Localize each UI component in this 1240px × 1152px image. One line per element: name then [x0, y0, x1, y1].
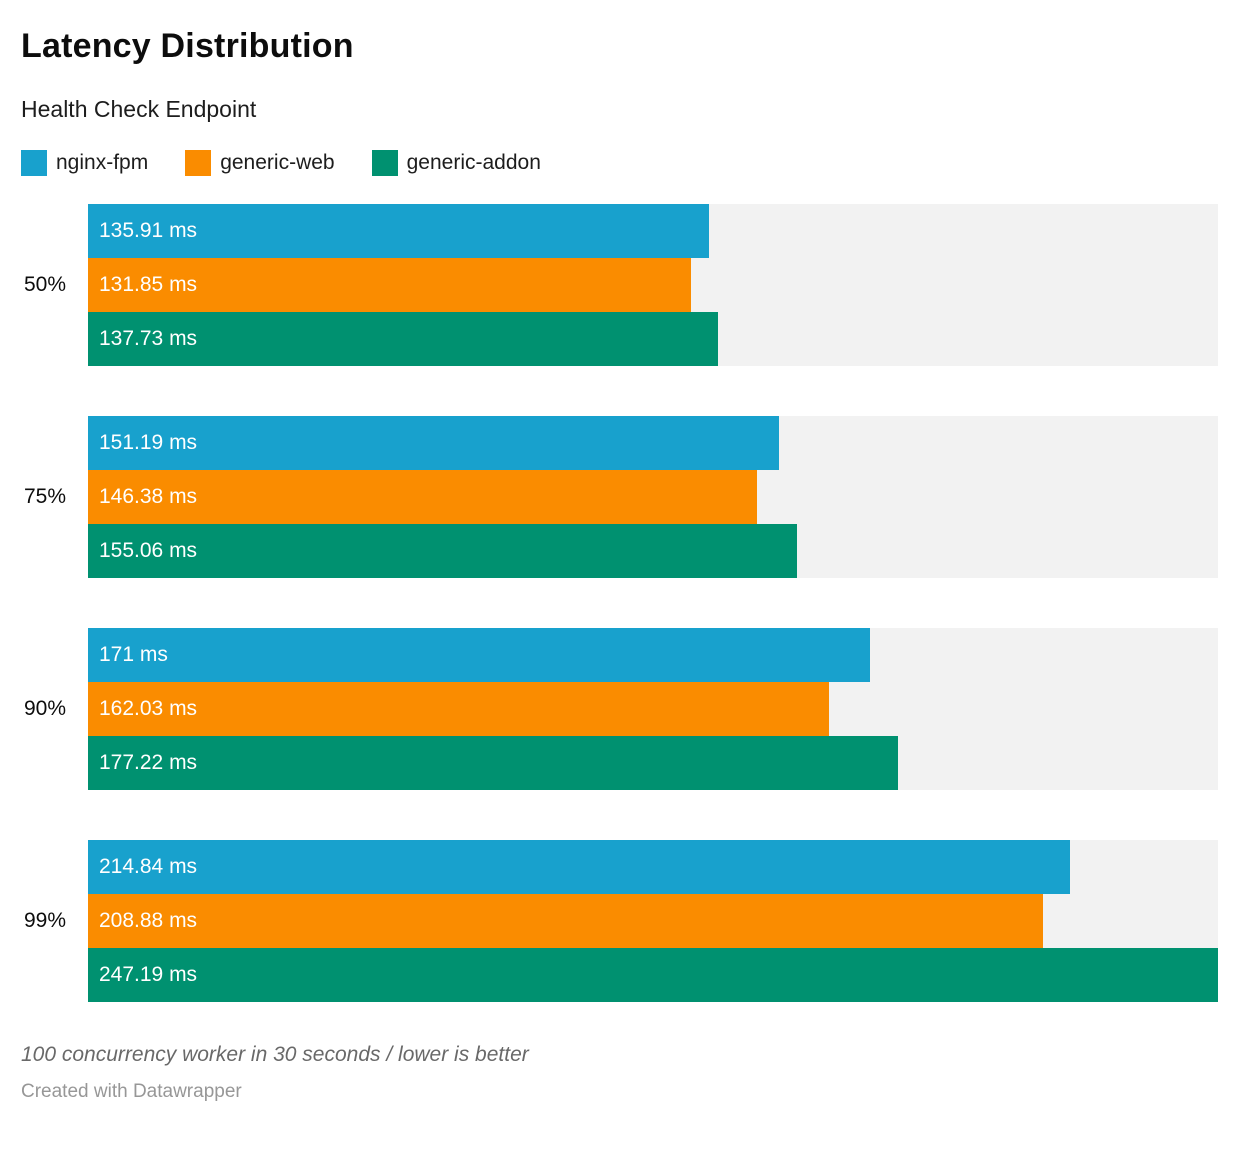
bar-row: 146.38 ms	[88, 470, 1218, 524]
legend-swatch-icon	[21, 150, 47, 176]
category-label: 99%	[23, 909, 66, 932]
bar-row: 131.85 ms	[88, 258, 1218, 312]
page-title: Latency Distribution	[21, 27, 354, 65]
bar-group-99pct: 99% 214.84 ms 208.88 ms 247.19 ms	[0, 840, 1240, 1002]
legend-item-generic-addon: generic-addon	[371, 150, 541, 176]
legend-item-generic-web: generic-web	[185, 150, 335, 176]
bar-row: 155.06 ms	[88, 524, 1218, 578]
bar-99pct-generic-web: 208.88 ms	[88, 894, 1043, 948]
chart-subtitle: Health Check Endpoint	[21, 96, 257, 122]
value-label: 135.91 ms	[99, 219, 198, 242]
bar-90pct-generic-addon: 177.22 ms	[88, 736, 899, 790]
bar-90pct-nginx-fpm: 171 ms	[88, 628, 870, 682]
category-label: 75%	[23, 485, 66, 508]
value-label: 208.88 ms	[99, 909, 198, 932]
bar-99pct-generic-addon: 247.19 ms	[88, 948, 1218, 1002]
category-label: 90%	[23, 697, 66, 720]
datawrapper-byline: Created with Datawrapper	[21, 1081, 242, 1102]
bar-50pct-generic-web: 131.85 ms	[88, 258, 691, 312]
value-label: 247.19 ms	[99, 963, 198, 986]
value-label: 162.03 ms	[99, 697, 198, 720]
legend-label: generic-web	[220, 151, 335, 174]
bar-row: 137.73 ms	[88, 312, 1218, 366]
bar-group-75pct: 75% 151.19 ms 146.38 ms 155.06 ms	[0, 416, 1240, 578]
value-label: 137.73 ms	[99, 327, 198, 350]
bar-row: 171 ms	[88, 628, 1218, 682]
value-label: 151.19 ms	[99, 431, 198, 454]
value-label: 171 ms	[99, 643, 168, 666]
bar-99pct-nginx-fpm: 214.84 ms	[88, 840, 1071, 894]
bar-row: 214.84 ms	[88, 840, 1218, 894]
value-label: 214.84 ms	[99, 855, 198, 878]
bar-75pct-generic-web: 146.38 ms	[88, 470, 758, 524]
category-label: 50%	[23, 273, 66, 296]
bar-group-50pct: 50% 135.91 ms 131.85 ms 137.73 ms	[0, 204, 1240, 366]
value-label: 146.38 ms	[99, 485, 198, 508]
bar-track: 171 ms 162.03 ms 177.22 ms	[88, 628, 1218, 790]
legend-label: generic-addon	[406, 151, 541, 174]
bar-90pct-generic-web: 162.03 ms	[88, 682, 829, 736]
bar-50pct-nginx-fpm: 135.91 ms	[88, 204, 710, 258]
bar-row: 151.19 ms	[88, 416, 1218, 470]
bar-75pct-nginx-fpm: 151.19 ms	[88, 416, 780, 470]
bar-track: 135.91 ms 131.85 ms 137.73 ms	[88, 204, 1218, 366]
bar-track: 151.19 ms 146.38 ms 155.06 ms	[88, 416, 1218, 578]
bar-group-90pct: 90% 171 ms 162.03 ms 177.22 ms	[0, 628, 1240, 790]
bar-75pct-generic-addon: 155.06 ms	[88, 524, 797, 578]
chart-footnote: 100 concurrency worker in 30 seconds / l…	[21, 1043, 529, 1066]
bar-row: 135.91 ms	[88, 204, 1218, 258]
bar-row: 208.88 ms	[88, 894, 1218, 948]
legend-label: nginx-fpm	[56, 151, 149, 174]
bar-row: 247.19 ms	[88, 948, 1218, 1002]
chart-page: Latency Distribution Health Check Endpoi…	[0, 26, 1240, 1152]
value-label: 155.06 ms	[99, 539, 198, 562]
bar-50pct-generic-addon: 137.73 ms	[88, 312, 718, 366]
legend-swatch-icon	[371, 150, 398, 176]
bar-row: 177.22 ms	[88, 736, 1218, 790]
legend: nginx-fpm generic-web generic-addon	[21, 150, 1219, 176]
legend-item-nginx-fpm: nginx-fpm	[21, 150, 148, 176]
bar-row: 162.03 ms	[88, 682, 1218, 736]
legend-swatch-icon	[185, 150, 212, 176]
value-label: 177.22 ms	[99, 751, 198, 774]
bar-chart: 50% 135.91 ms 131.85 ms 137.73 ms 75% 151.19 …	[0, 204, 1240, 1002]
value-label: 131.85 ms	[99, 273, 198, 296]
bar-track: 214.84 ms 208.88 ms 247.19 ms	[88, 840, 1218, 1002]
